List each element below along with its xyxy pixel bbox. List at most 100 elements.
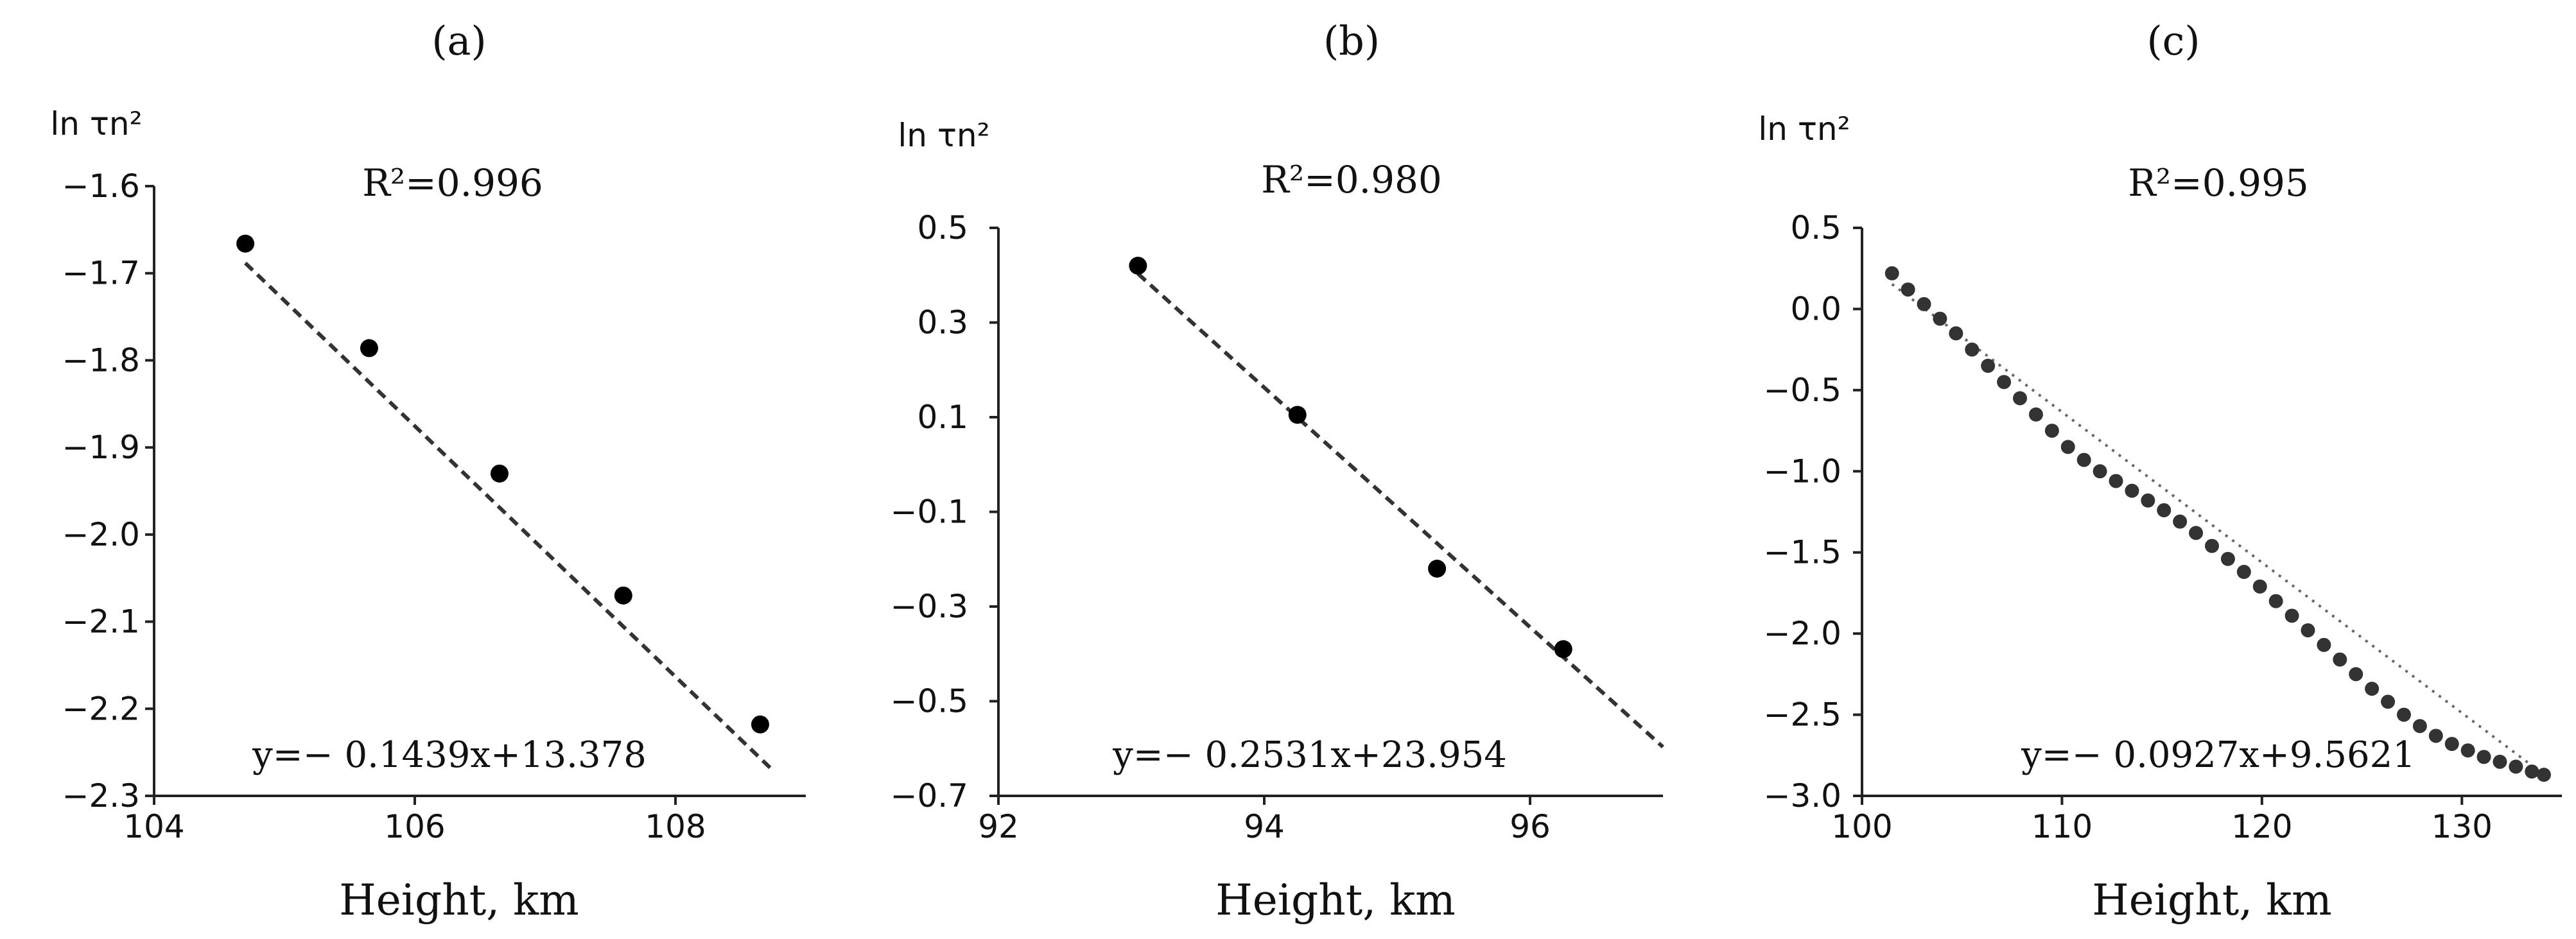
data-point — [2173, 514, 2188, 529]
x-tick-label: 96 — [1510, 808, 1551, 845]
x-tick-label: 92 — [978, 808, 1019, 845]
regression-line — [1891, 283, 2553, 782]
data-point — [2157, 503, 2171, 517]
data-point — [2381, 694, 2396, 709]
data-point — [1981, 358, 1996, 373]
x-tick-label: 94 — [1244, 808, 1285, 845]
data-point — [2044, 424, 2059, 438]
data-point — [2252, 579, 2267, 594]
r-squared-label: R²=0.996 — [362, 161, 543, 205]
x-axis-label: Height, km — [1215, 875, 1456, 925]
data-point — [2093, 464, 2107, 479]
y-tick-label: −2.2 — [62, 690, 140, 727]
data-point — [2060, 440, 2075, 454]
data-point — [2205, 538, 2219, 553]
y-tick-label: −3.0 — [1764, 777, 1841, 814]
data-point — [1288, 406, 1307, 424]
data-point — [2076, 452, 2091, 467]
data-point — [2444, 737, 2459, 752]
x-tick-label: 110 — [2032, 808, 2093, 845]
data-point — [2525, 764, 2539, 779]
y-tick-label: −1.5 — [1764, 534, 1841, 571]
data-point — [2396, 707, 2411, 722]
panel-c: (c)ln τn²0.50.0−0.5−1.0−1.5−2.0−2.5−3.01… — [1758, 17, 2562, 925]
regression-line — [1136, 272, 1665, 749]
y-tick-label: −1.9 — [62, 429, 140, 466]
data-point — [1949, 326, 1963, 341]
y-axis-label: ln τn² — [50, 105, 142, 142]
data-point — [1129, 257, 1147, 275]
data-point — [2125, 483, 2139, 498]
data-point — [2013, 391, 2028, 406]
data-point — [2428, 728, 2443, 743]
y-tick-label: −1.0 — [1764, 452, 1841, 490]
y-tick-label: −2.3 — [62, 777, 140, 814]
data-point — [236, 234, 255, 253]
data-point — [614, 586, 632, 605]
data-point — [1917, 297, 1931, 311]
x-tick-label: 100 — [1831, 808, 1892, 845]
panel-label: (b) — [1323, 17, 1380, 64]
data-point — [2189, 526, 2204, 540]
data-point — [1428, 560, 1447, 578]
y-tick-label: −1.6 — [62, 168, 140, 205]
y-tick-label: −0.5 — [1764, 372, 1841, 409]
y-tick-label: 0.1 — [917, 399, 968, 436]
panel-label: (a) — [431, 17, 486, 64]
data-point — [2536, 768, 2551, 782]
data-point — [1997, 375, 2012, 390]
data-point — [1901, 282, 1915, 297]
data-point — [2301, 623, 2315, 638]
panel-b: (b) ln τn² 0.5 0.3 0.1 −0.1 −0.3 −0.5 −0.7 92 94 96… — [891, 17, 1665, 925]
data-point — [2236, 565, 2251, 580]
y-tick-label: −2.5 — [1764, 696, 1841, 734]
y-tick-label: −0.1 — [891, 494, 968, 531]
y-tick-label: −1.7 — [62, 255, 140, 292]
y-tick-label: 0.5 — [917, 209, 968, 246]
data-point — [751, 715, 769, 734]
y-tick-label: −1.8 — [62, 341, 140, 379]
data-point — [2141, 493, 2155, 508]
r-squared-label: R²=0.980 — [1261, 158, 1442, 202]
data-point — [2509, 759, 2523, 774]
x-tick-label: 104 — [123, 808, 184, 845]
panel-label: (c) — [2146, 17, 2200, 64]
panel-a: (a) ln τn² −1.6 −1.7 −1.8 −1.9 −2.0 −2.1 −2.2 −2.… — [50, 17, 806, 925]
x-tick-label: 130 — [2432, 808, 2493, 845]
y-tick-label: −2.1 — [62, 603, 140, 641]
regression-equation: y=− 0.1439x+13.378 — [252, 734, 647, 776]
x-axis-label: Height, km — [2092, 875, 2332, 925]
data-point — [2284, 608, 2299, 623]
x-tick-label: 108 — [645, 808, 706, 845]
y-axis-label: ln τn² — [1758, 110, 1850, 148]
data-point — [2412, 719, 2427, 734]
data-point — [2268, 594, 2283, 608]
r-squared-label: R²=0.995 — [2128, 161, 2309, 205]
data-point — [2493, 754, 2507, 769]
y-tick-label: −0.3 — [891, 588, 968, 625]
y-tick-label: −2.0 — [1764, 615, 1841, 652]
y-tick-label: −0.5 — [891, 683, 968, 720]
data-point — [1554, 640, 1572, 659]
data-point — [360, 339, 378, 358]
data-point — [1965, 342, 1980, 357]
y-tick-label: 0.3 — [917, 304, 968, 341]
data-point — [2460, 743, 2475, 758]
regression-equation: y=− 0.2531x+23.954 — [1112, 734, 1507, 776]
data-point — [2028, 407, 2043, 422]
data-point — [2349, 667, 2363, 682]
data-point — [2365, 682, 2380, 696]
regression-line — [244, 261, 775, 772]
data-point — [2317, 637, 2331, 652]
data-point — [2109, 474, 2123, 488]
x-axis-label: Height, km — [339, 875, 579, 925]
data-point — [2333, 652, 2347, 667]
y-axis-label: ln τn² — [898, 117, 989, 154]
regression-equation: y=− 0.0927x+9.5621 — [2021, 734, 2415, 776]
data-point — [2476, 750, 2491, 764]
y-tick-label: 0.5 — [1790, 209, 1841, 246]
x-tick-label: 106 — [384, 808, 445, 845]
data-point — [2220, 551, 2235, 566]
y-tick-label: −2.0 — [62, 516, 140, 553]
